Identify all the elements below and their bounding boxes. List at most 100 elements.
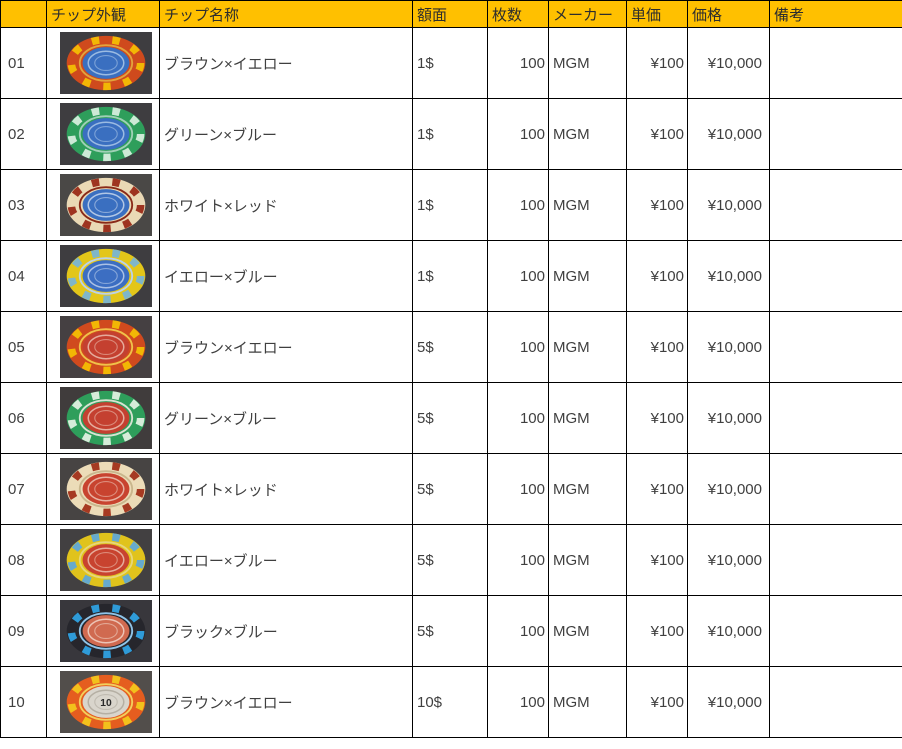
row-number-cell[interactable]: 01	[0, 27, 47, 99]
unit-price-cell[interactable]: ¥100	[626, 453, 688, 525]
remarks-cell[interactable]	[769, 382, 902, 454]
count-cell[interactable]: 100	[487, 524, 549, 596]
face-value-cell[interactable]: 1$	[412, 27, 488, 99]
face-value-cell[interactable]: 1$	[412, 169, 488, 241]
count-cell[interactable]: 100	[487, 311, 549, 383]
remarks-cell[interactable]	[769, 453, 902, 525]
header-count[interactable]: 枚数	[487, 0, 549, 28]
chip-photo-cell[interactable]	[46, 382, 160, 454]
chip-name-cell[interactable]: ブラウン×イエロー	[159, 311, 413, 383]
row-number-cell[interactable]: 04	[0, 240, 47, 312]
header-face-value[interactable]: 額面	[412, 0, 488, 28]
face-value-cell[interactable]: 1$	[412, 98, 488, 170]
unit-price-cell[interactable]: ¥100	[626, 382, 688, 454]
remarks-cell[interactable]	[769, 98, 902, 170]
count-cell[interactable]: 100	[487, 666, 549, 738]
chip-photo-cell[interactable]	[46, 169, 160, 241]
chip-name-cell[interactable]: イエロー×ブルー	[159, 524, 413, 596]
count-cell[interactable]: 100	[487, 27, 549, 99]
header-appearance[interactable]: チップ外観	[46, 0, 160, 28]
header-remarks[interactable]: 備考	[769, 0, 902, 28]
maker-cell[interactable]: MGM	[548, 169, 627, 241]
face-value-cell[interactable]: 5$	[412, 595, 488, 667]
remarks-cell[interactable]	[769, 27, 902, 99]
row-number-cell[interactable]: 06	[0, 382, 47, 454]
chip-photo-cell[interactable]	[46, 453, 160, 525]
chip-photo-cell[interactable]	[46, 27, 160, 99]
row-number-cell[interactable]: 07	[0, 453, 47, 525]
remarks-cell[interactable]	[769, 666, 902, 738]
header-price[interactable]: 価格	[687, 0, 770, 28]
maker-cell[interactable]: MGM	[548, 595, 627, 667]
face-value-cell[interactable]: 5$	[412, 453, 488, 525]
count-cell[interactable]: 100	[487, 382, 549, 454]
chip-photo-cell[interactable]	[46, 524, 160, 596]
unit-price-cell[interactable]: ¥100	[626, 98, 688, 170]
face-value-cell[interactable]: 1$	[412, 240, 488, 312]
chip-name-cell[interactable]: イエロー×ブルー	[159, 240, 413, 312]
chip-name-cell[interactable]: ホワイト×レッド	[159, 453, 413, 525]
maker-cell[interactable]: MGM	[548, 524, 627, 596]
chip-name-cell[interactable]: ブラック×ブルー	[159, 595, 413, 667]
chip-photo-cell[interactable]	[46, 98, 160, 170]
unit-price-cell[interactable]: ¥100	[626, 311, 688, 383]
remarks-cell[interactable]	[769, 595, 902, 667]
chip-photo-cell[interactable]	[46, 240, 160, 312]
unit-price-cell[interactable]: ¥100	[626, 666, 688, 738]
chip-photo-cell[interactable]: 10	[46, 666, 160, 738]
maker-cell[interactable]: MGM	[548, 240, 627, 312]
header-name[interactable]: チップ名称	[159, 0, 413, 28]
chip-name-cell[interactable]: グリーン×ブルー	[159, 382, 413, 454]
price-cell[interactable]: ¥10,000	[687, 311, 770, 383]
maker-cell[interactable]: MGM	[548, 311, 627, 383]
price-cell[interactable]: ¥10,000	[687, 595, 770, 667]
count-cell[interactable]: 100	[487, 240, 549, 312]
row-number-cell[interactable]: 05	[0, 311, 47, 383]
maker-cell[interactable]: MGM	[548, 453, 627, 525]
remarks-cell[interactable]	[769, 524, 902, 596]
face-value-cell[interactable]: 10$	[412, 666, 488, 738]
remarks-cell[interactable]	[769, 169, 902, 241]
price-cell[interactable]: ¥10,000	[687, 27, 770, 99]
face-value-cell[interactable]: 5$	[412, 382, 488, 454]
face-value-cell[interactable]: 5$	[412, 311, 488, 383]
count-cell[interactable]: 100	[487, 595, 549, 667]
chip-name-cell[interactable]: ホワイト×レッド	[159, 169, 413, 241]
unit-price-cell[interactable]: ¥100	[626, 595, 688, 667]
chip-name-cell[interactable]: ブラウン×イエロー	[159, 666, 413, 738]
row-number-cell[interactable]: 02	[0, 98, 47, 170]
row-number-cell[interactable]: 03	[0, 169, 47, 241]
maker-cell[interactable]: MGM	[548, 382, 627, 454]
header-unit-price[interactable]: 単価	[626, 0, 688, 28]
price-cell[interactable]: ¥10,000	[687, 98, 770, 170]
chip-name-cell[interactable]: ブラウン×イエロー	[159, 27, 413, 99]
price-cell[interactable]: ¥10,000	[687, 453, 770, 525]
row-number-cell[interactable]: 09	[0, 595, 47, 667]
unit-price-cell[interactable]: ¥100	[626, 240, 688, 312]
remarks-cell[interactable]	[769, 311, 902, 383]
header-row-no[interactable]	[0, 0, 47, 28]
price-cell[interactable]: ¥10,000	[687, 240, 770, 312]
row-number-cell[interactable]: 08	[0, 524, 47, 596]
unit-price-cell[interactable]: ¥100	[626, 27, 688, 99]
price-cell[interactable]: ¥10,000	[687, 169, 770, 241]
count-cell[interactable]: 100	[487, 169, 549, 241]
chip-name-cell[interactable]: グリーン×ブルー	[159, 98, 413, 170]
maker-cell[interactable]: MGM	[548, 98, 627, 170]
maker-cell[interactable]: MGM	[548, 27, 627, 99]
count-cell[interactable]: 100	[487, 98, 549, 170]
unit-price-cell[interactable]: ¥100	[626, 524, 688, 596]
price-cell[interactable]: ¥10,000	[687, 666, 770, 738]
chip-photo-cell[interactable]	[46, 311, 160, 383]
unit-price-cell[interactable]: ¥100	[626, 169, 688, 241]
count-value: 100	[519, 196, 545, 214]
price-cell[interactable]: ¥10,000	[687, 524, 770, 596]
count-cell[interactable]: 100	[487, 453, 549, 525]
remarks-cell[interactable]	[769, 240, 902, 312]
header-maker[interactable]: メーカー	[548, 0, 627, 28]
face-value-cell[interactable]: 5$	[412, 524, 488, 596]
maker-cell[interactable]: MGM	[548, 666, 627, 738]
chip-photo-cell[interactable]	[46, 595, 160, 667]
price-cell[interactable]: ¥10,000	[687, 382, 770, 454]
row-number-cell[interactable]: 10	[0, 666, 47, 738]
